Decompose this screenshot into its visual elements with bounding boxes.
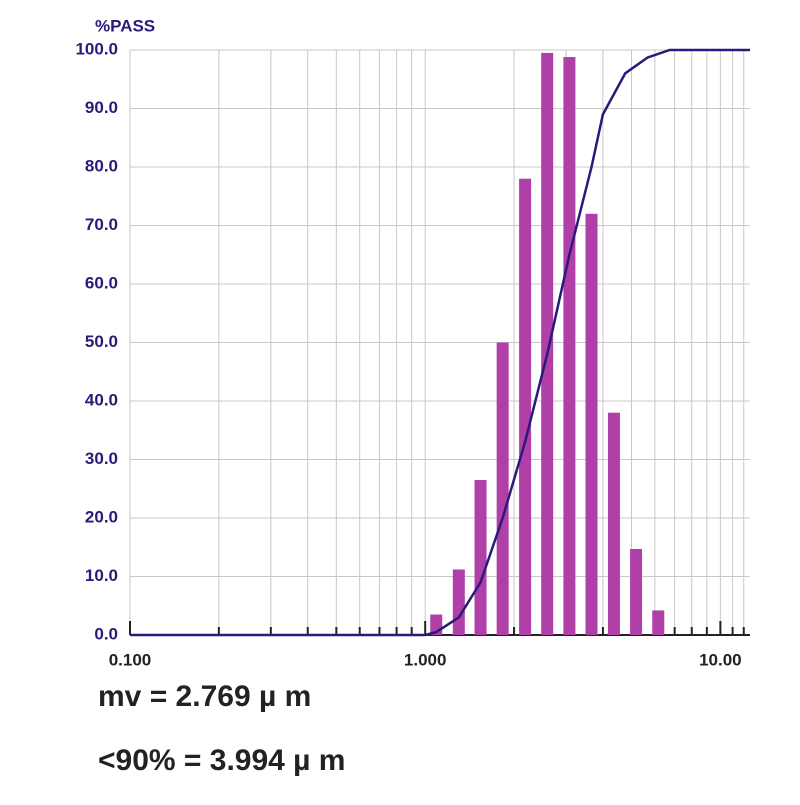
bar	[607, 412, 620, 635]
y-tick-label: 90.0	[85, 98, 118, 117]
y-tick-label: 70.0	[85, 215, 118, 234]
y-axis-label: %PASS	[95, 16, 155, 35]
bar	[519, 178, 532, 635]
x-tick-label: 0.100	[109, 650, 152, 669]
bar	[452, 569, 465, 635]
bar	[585, 213, 598, 636]
y-tick-label: 40.0	[85, 390, 118, 409]
x-tick-label: 10.00	[699, 650, 742, 669]
bar	[541, 52, 554, 636]
y-tick-label: 80.0	[85, 156, 118, 175]
bar	[652, 610, 665, 635]
y-tick-label: 100.0	[75, 39, 118, 58]
y-tick-label: 20.0	[85, 507, 118, 526]
y-tick-label: 50.0	[85, 332, 118, 351]
annotation: mv = 2.769 µ m	[98, 680, 311, 713]
y-tick-label: 0.0	[94, 624, 118, 643]
x-tick-label: 1.000	[404, 650, 447, 669]
bar	[474, 479, 487, 635]
y-tick-label: 10.0	[85, 566, 118, 585]
bar	[496, 342, 509, 635]
bar	[630, 549, 643, 635]
cumulative-line	[130, 48, 750, 637]
bar	[563, 57, 576, 635]
annotation: <90% = 3.994 µ m	[98, 744, 345, 777]
y-tick-label: 60.0	[85, 273, 118, 292]
y-tick-label: 30.0	[85, 449, 118, 468]
